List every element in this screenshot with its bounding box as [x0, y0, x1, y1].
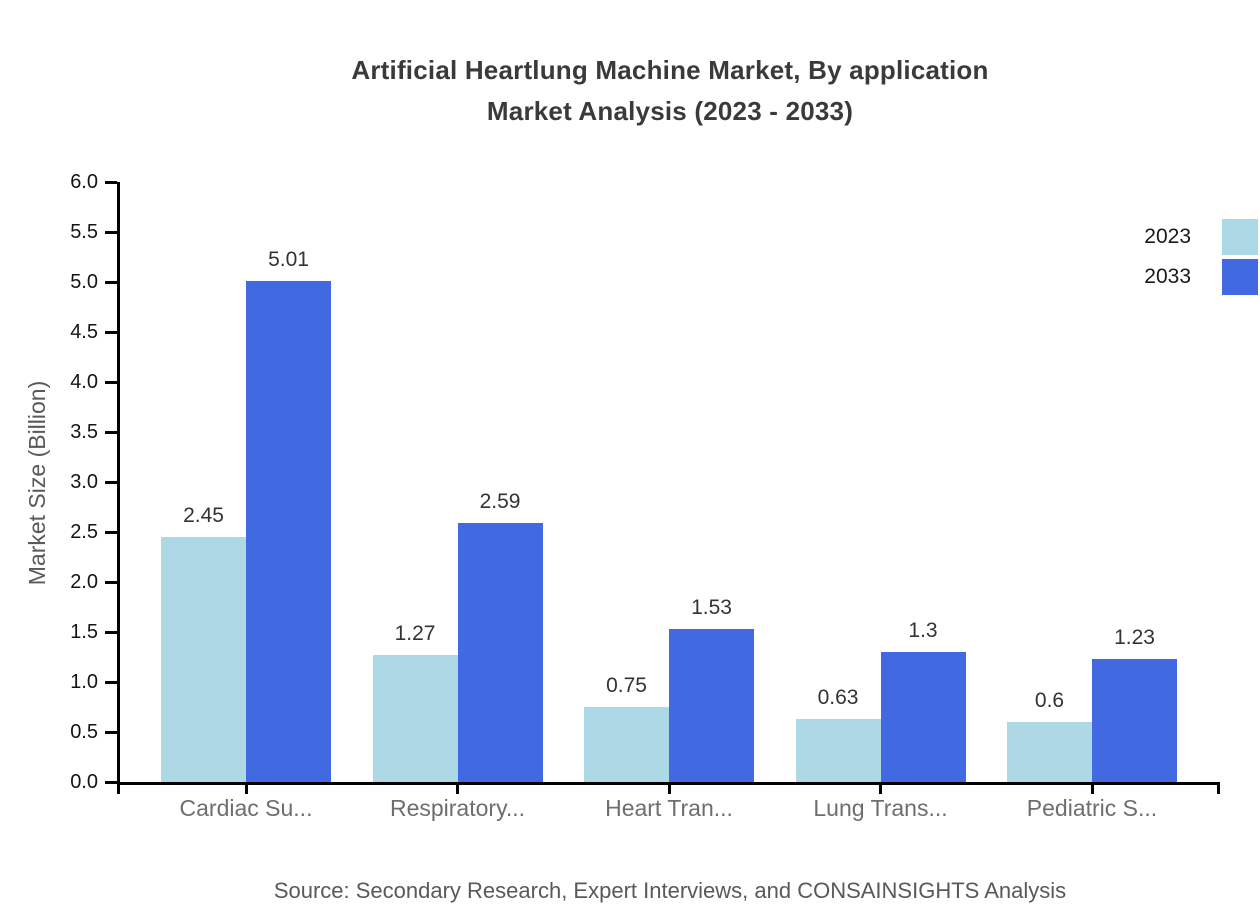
legend-item-2023: 2023: [1144, 219, 1258, 255]
y-axis-tick-label: 2.5: [70, 521, 98, 543]
x-axis-edge-tick: [1217, 782, 1220, 794]
y-axis-tick-label: 1.0: [70, 671, 98, 693]
bar-value-label: 0.63: [817, 686, 859, 709]
legend-swatch: [1222, 219, 1258, 255]
bar-2023-3: [584, 707, 669, 782]
y-axis-tick: [105, 781, 117, 784]
y-axis-tick-label: 6.0: [70, 171, 98, 193]
y-axis-tick: [105, 531, 117, 534]
y-axis-tick: [105, 631, 117, 634]
legend-label: 2023: [1144, 225, 1191, 248]
chart-title-line1: Artificial Heartlung Machine Market, By …: [351, 55, 989, 85]
y-axis-tick: [105, 231, 117, 234]
y-axis-tick-label: 4.5: [70, 321, 98, 343]
bar-value-label: 1.23: [1114, 626, 1155, 649]
bar-value-label: 1.27: [394, 622, 436, 645]
y-axis-tick: [105, 731, 117, 734]
bar-2023-5: [1007, 722, 1092, 782]
bar-2023-2: [372, 655, 458, 782]
bar-value-label: 1.53: [691, 596, 732, 619]
x-axis-category-label: Pediatric S...: [1026, 795, 1158, 821]
x-axis-category-label: Respiratory...: [389, 795, 526, 821]
x-axis-tick: [244, 782, 248, 794]
y-axis-line: [117, 182, 120, 785]
bar-value-label: 2.45: [183, 504, 224, 527]
y-axis-tick-label: 3.5: [70, 421, 98, 443]
legend-item-2033: 2033: [1144, 259, 1258, 295]
y-axis-tick: [105, 681, 117, 684]
bar-2023-4: [795, 719, 881, 782]
y-axis-tick-label: 4.0: [70, 371, 98, 393]
y-axis-tick: [105, 431, 117, 434]
legend-label: 2033: [1144, 265, 1191, 288]
bar-value-label: 1.3: [908, 619, 938, 642]
bar-2033-1: [246, 281, 331, 782]
legend-swatch: [1222, 259, 1258, 295]
y-axis-tick-label: 5.5: [70, 221, 98, 243]
chart-title: Artificial Heartlung Machine Market, By …: [120, 50, 1220, 132]
x-axis-tick: [879, 782, 882, 794]
y-axis-tick-label: 5.0: [70, 271, 98, 293]
y-axis-tick-label: 0.0: [70, 771, 98, 793]
x-axis-line: [117, 782, 1220, 785]
y-axis-tick-label: 0.5: [70, 721, 98, 743]
bar-value-label: 0.6: [1034, 689, 1065, 712]
y-axis-tick-label: 2.0: [70, 571, 98, 593]
x-axis-tick: [456, 782, 459, 794]
x-axis-category-label: Cardiac Su...: [179, 795, 313, 821]
bar-2023-1: [161, 537, 246, 782]
y-axis-tick: [105, 281, 117, 284]
x-axis-tick: [667, 782, 671, 794]
x-axis-edge-tick: [117, 782, 120, 794]
source-text: Source: Secondary Research, Expert Inter…: [273, 878, 1067, 903]
bar-2033-3: [669, 629, 754, 782]
bar-value-label: 2.59: [479, 490, 521, 513]
y-axis-tick: [105, 331, 117, 334]
bar-value-label: 0.75: [606, 674, 647, 697]
y-axis-tick-label: 3.0: [70, 471, 98, 493]
y-axis-tick: [105, 181, 117, 184]
chart-title-line2: Market Analysis (2023 - 2033): [486, 96, 854, 126]
x-axis-category-label: Lung Trans...: [813, 795, 948, 821]
bar-value-label: 5.01: [268, 248, 309, 271]
y-axis-tick-label: 1.5: [70, 621, 98, 643]
bar-2033-2: [457, 523, 543, 782]
bar-2033-4: [880, 652, 966, 782]
x-axis-tick: [1090, 782, 1094, 794]
bar-2033-5: [1092, 659, 1177, 782]
y-axis-tick: [105, 381, 117, 384]
y-axis-tick: [105, 581, 117, 584]
y-axis-tick: [105, 481, 117, 484]
legend: 2023 2033: [1144, 219, 1258, 299]
x-axis-category-label: Heart Tran...: [605, 795, 733, 821]
